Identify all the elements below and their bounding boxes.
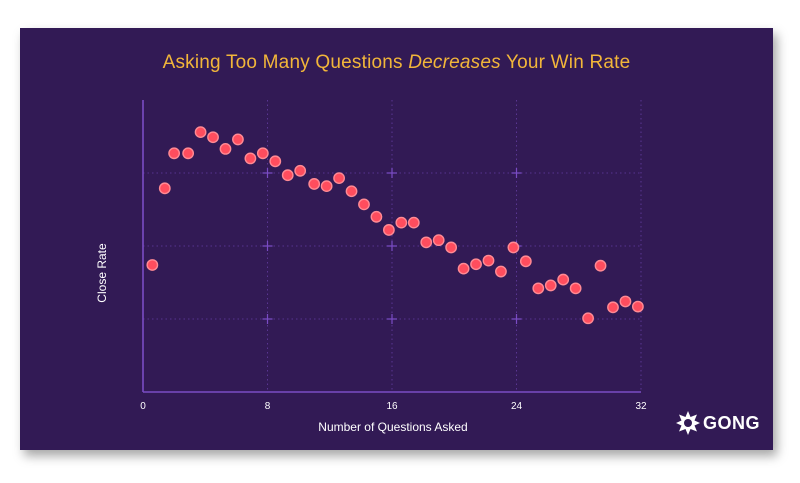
title-emphasis: Decreases [408, 52, 501, 73]
x-tick-label: 24 [511, 401, 523, 412]
grid-plus-marker [387, 168, 397, 178]
data-point [607, 301, 619, 314]
data-point [557, 273, 570, 286]
scatter-plot: 0 8 16 24 32 [140, 100, 647, 412]
grid-plus-marker [387, 241, 397, 251]
data-point [619, 295, 632, 308]
data-point [507, 241, 520, 254]
data-point [470, 258, 482, 271]
data-point [432, 234, 445, 247]
data-point [168, 147, 181, 160]
data-point [582, 312, 594, 325]
data-point [146, 259, 159, 271]
grid-plus-marker [262, 168, 273, 178]
data-point [631, 300, 644, 313]
chart-card: Asking Too Many Questions Decreases Your… [20, 28, 773, 450]
data-point [445, 241, 458, 254]
grid-plus-marker [262, 241, 273, 251]
grid-plus-marker [262, 314, 273, 324]
data-point [407, 216, 420, 229]
data-point [158, 182, 171, 195]
x-tick-label: 8 [265, 401, 271, 412]
data-point [544, 279, 557, 292]
data-point [308, 178, 321, 190]
data-point [532, 282, 545, 295]
data-point [294, 164, 307, 177]
data-point [457, 262, 470, 275]
data-point [269, 155, 282, 168]
data-point [320, 180, 333, 193]
x-tick-label: 16 [386, 401, 398, 412]
data-point [232, 133, 244, 146]
data-point [482, 254, 495, 267]
data-point [333, 172, 345, 185]
x-tick-label: 0 [140, 401, 146, 412]
data-point [382, 224, 395, 236]
data-point [207, 131, 219, 144]
data-point [219, 143, 232, 155]
data-point [358, 198, 370, 211]
title-part-3: Your Win Rate [500, 52, 631, 73]
data-point [495, 265, 507, 278]
logo-text: GONG [703, 412, 761, 433]
data-point [182, 147, 195, 160]
data-point [569, 282, 582, 295]
data-point [256, 147, 269, 160]
gong-logo: GONG [675, 410, 760, 436]
data-point [594, 259, 607, 272]
data-point [345, 185, 358, 198]
x-tick-label: 32 [635, 401, 647, 412]
data-point [420, 236, 433, 249]
data-point [281, 169, 294, 182]
x-axis-label: Number of Questions Asked [318, 420, 468, 434]
chart-title: Asking Too Many Questions Decreases Your… [20, 52, 773, 74]
data-point [519, 255, 532, 268]
grid-plus-marker [511, 314, 522, 324]
gong-burst-icon [676, 411, 700, 435]
data-point [395, 216, 408, 229]
grid-plus-marker [387, 314, 397, 324]
data-point [370, 210, 383, 223]
data-point [194, 126, 207, 139]
grid-plus-marker [511, 168, 522, 178]
title-part-1: Asking Too Many Questions [162, 52, 409, 73]
data-point [244, 152, 257, 165]
